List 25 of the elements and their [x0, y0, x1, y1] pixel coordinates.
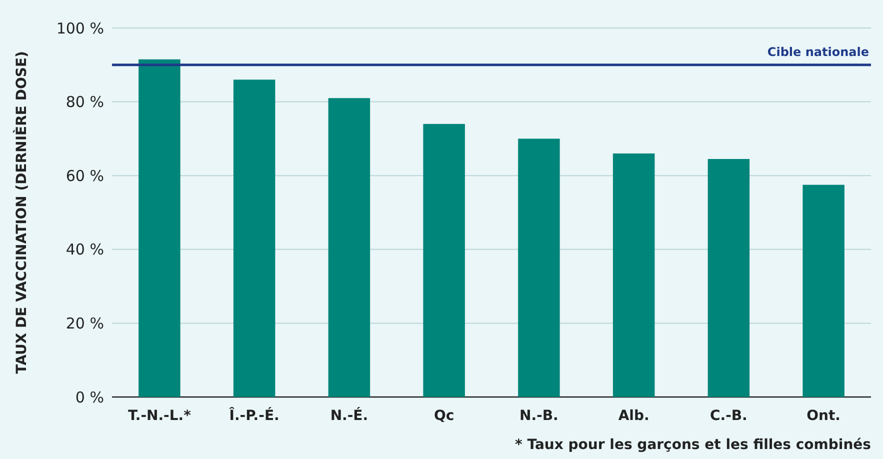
- bar: [233, 80, 276, 397]
- y-tick-label: 20 %: [66, 314, 104, 332]
- bar: [138, 59, 180, 397]
- bar: [612, 153, 655, 397]
- bar: [328, 98, 370, 397]
- text: * Taux pour les garçons et les filles combinés: [515, 437, 871, 453]
- x-tick-label: N.-B.: [520, 408, 558, 424]
- y-tick-label: 80 %: [66, 93, 104, 112]
- bar: [423, 124, 465, 397]
- y-tick-label: 60 %: [66, 166, 104, 185]
- x-tick-label: C.-B.: [710, 408, 748, 424]
- bar: [802, 184, 844, 397]
- y-tick-label: 100 %: [56, 19, 104, 38]
- y-tick-label: 40 %: [66, 240, 104, 259]
- y-tick-label: 0 %: [75, 388, 104, 406]
- x-tick-label: Ont.: [806, 408, 841, 424]
- x-tick-label: Alb.: [618, 408, 650, 424]
- bar: [518, 138, 560, 397]
- x-tick-label: Î.-P.-É.: [229, 407, 280, 424]
- x-tick-label: N.-É.: [330, 407, 368, 424]
- ref-line-label: Cible nationale: [767, 44, 869, 59]
- x-tick-label: Qc: [434, 408, 454, 424]
- y-axis-title: TAUX DE VACCINATION (DERNIÈRE DOSE): [13, 51, 30, 374]
- x-tick-label: T.-N.-L.*: [128, 408, 192, 424]
- bar: [708, 158, 750, 397]
